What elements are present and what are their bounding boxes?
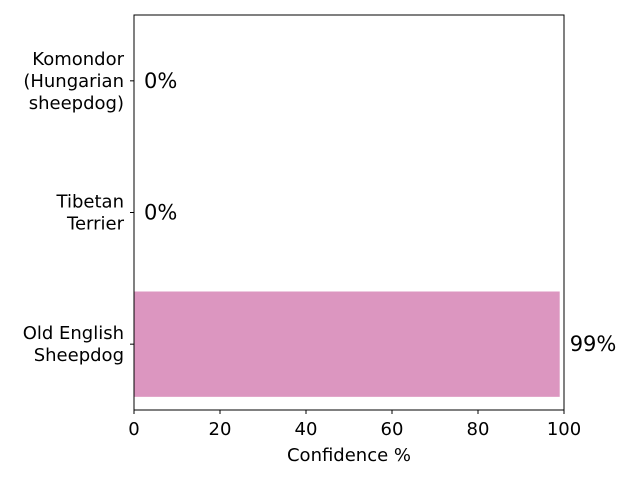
y-tick-label-line: Sheepdog	[34, 345, 124, 366]
x-tick-label: 60	[381, 419, 404, 440]
data-label: 0%	[144, 201, 177, 225]
ticks-layer	[130, 80, 565, 414]
x-tick-label: 40	[295, 419, 318, 440]
labels-layer: Komondor (Hungarian sheepdog) 0% Tibetan Terr…	[23, 49, 617, 440]
x-tick-label: 20	[209, 419, 232, 440]
x-tick-label: 100	[547, 419, 581, 440]
y-tick-label-line: Old English	[23, 323, 124, 344]
y-tick-label: Tibetan Terrier	[56, 192, 125, 235]
data-label: 0%	[144, 69, 177, 93]
x-tick-label: 80	[467, 419, 490, 440]
y-tick-label-line: Komondor	[32, 49, 124, 70]
y-tick-label-line: sheepdog)	[29, 93, 124, 114]
y-tick-label-line: (Hungarian	[23, 71, 124, 92]
y-tick-label-line: Terrier	[66, 214, 125, 235]
bar	[134, 291, 560, 397]
y-tick-label: Komondor (Hungarian sheepdog)	[23, 49, 124, 114]
x-tick-label: 0	[128, 419, 139, 440]
y-tick-label-line: Tibetan	[56, 192, 124, 213]
data-label: 99%	[570, 332, 617, 356]
y-tick-label: Old English Sheepdog	[23, 323, 124, 366]
x-axis-title: Confidence %	[287, 445, 411, 466]
bars-layer	[134, 291, 560, 397]
